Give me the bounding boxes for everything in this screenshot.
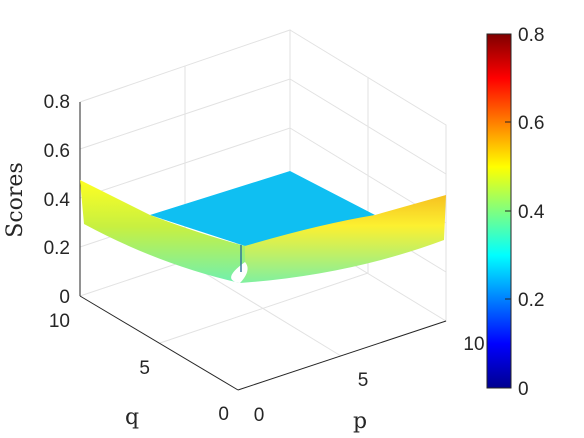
p-tick-label: 5: [358, 370, 369, 391]
axis-lines: [79, 102, 447, 391]
z-tick-label: 0.2: [44, 238, 70, 259]
z-tick-label: 0.6: [44, 141, 70, 162]
q-tick-labels: 10 5 0: [49, 311, 229, 425]
colorbar-tick-label: 0.4: [518, 202, 545, 223]
surface-wall-left: [80, 180, 245, 283]
colorbar-tick-label: 0.2: [518, 290, 544, 311]
z-tick-label: 0.8: [44, 92, 70, 113]
q-tick-label: 5: [139, 358, 150, 379]
z-tick-label: 0.4: [44, 190, 71, 211]
z-tick-labels: 0 0.2 0.4 0.6 0.8: [44, 92, 71, 308]
p-tick-label: 10: [463, 334, 484, 355]
colorbar: 0 0.2 0.4 0.6 0.8: [486, 25, 545, 400]
q-tick-label: 0: [218, 404, 229, 425]
z-tick-label: 0: [59, 287, 70, 308]
q-tick-label: 10: [49, 311, 70, 332]
surface: [80, 171, 446, 283]
colorbar-tick-label: 0.6: [518, 113, 544, 134]
colorbar-tick-label: 0: [518, 379, 529, 400]
p-tick-labels: 0 5 10: [254, 334, 485, 426]
z-axis-label: Scores: [3, 162, 28, 237]
p-axis-label: p: [353, 409, 367, 434]
q-axis-label: q: [125, 405, 139, 430]
p-tick-label: 0: [254, 405, 265, 426]
colorbar-tick-label: 0.8: [518, 25, 544, 46]
surface-wall-right: [240, 195, 446, 283]
